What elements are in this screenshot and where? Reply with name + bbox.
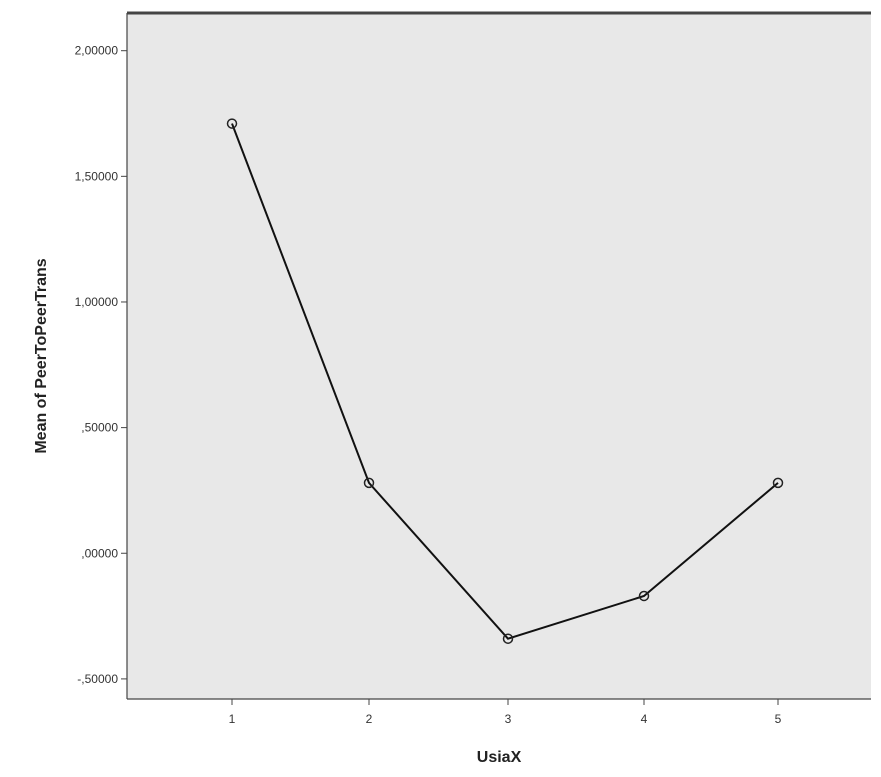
x-tick-label: 1 [229, 712, 236, 726]
x-tick-label: 2 [366, 712, 373, 726]
y-tick-label: -,50000 [77, 672, 118, 686]
data-point [772, 477, 784, 489]
y-tick-label: 1,00000 [75, 295, 119, 309]
x-axis-ticks: 1 2 3 4 5 [229, 699, 782, 726]
y-axis-title: Mean of PeerToPeerTrans [33, 258, 50, 453]
x-tick-label: 4 [641, 712, 648, 726]
y-tick-label: 2,00000 [75, 44, 119, 58]
y-tick-label: 1,50000 [75, 169, 119, 183]
y-axis-ticks: -,50000 ,00000 ,50000 1,00000 1,50000 2,00000 [75, 44, 127, 686]
x-axis-title: UsiaX [477, 749, 522, 766]
x-tick-label: 3 [505, 712, 512, 726]
data-point [226, 118, 238, 129]
x-tick-label: 5 [775, 712, 782, 726]
data-point [363, 477, 375, 489]
data-point [638, 590, 650, 602]
y-tick-label: ,00000 [81, 546, 118, 560]
series-group [226, 118, 784, 644]
plot-area [127, 13, 871, 699]
series-line [231, 123, 779, 640]
y-tick-label: ,50000 [81, 421, 118, 435]
data-point [502, 633, 514, 644]
